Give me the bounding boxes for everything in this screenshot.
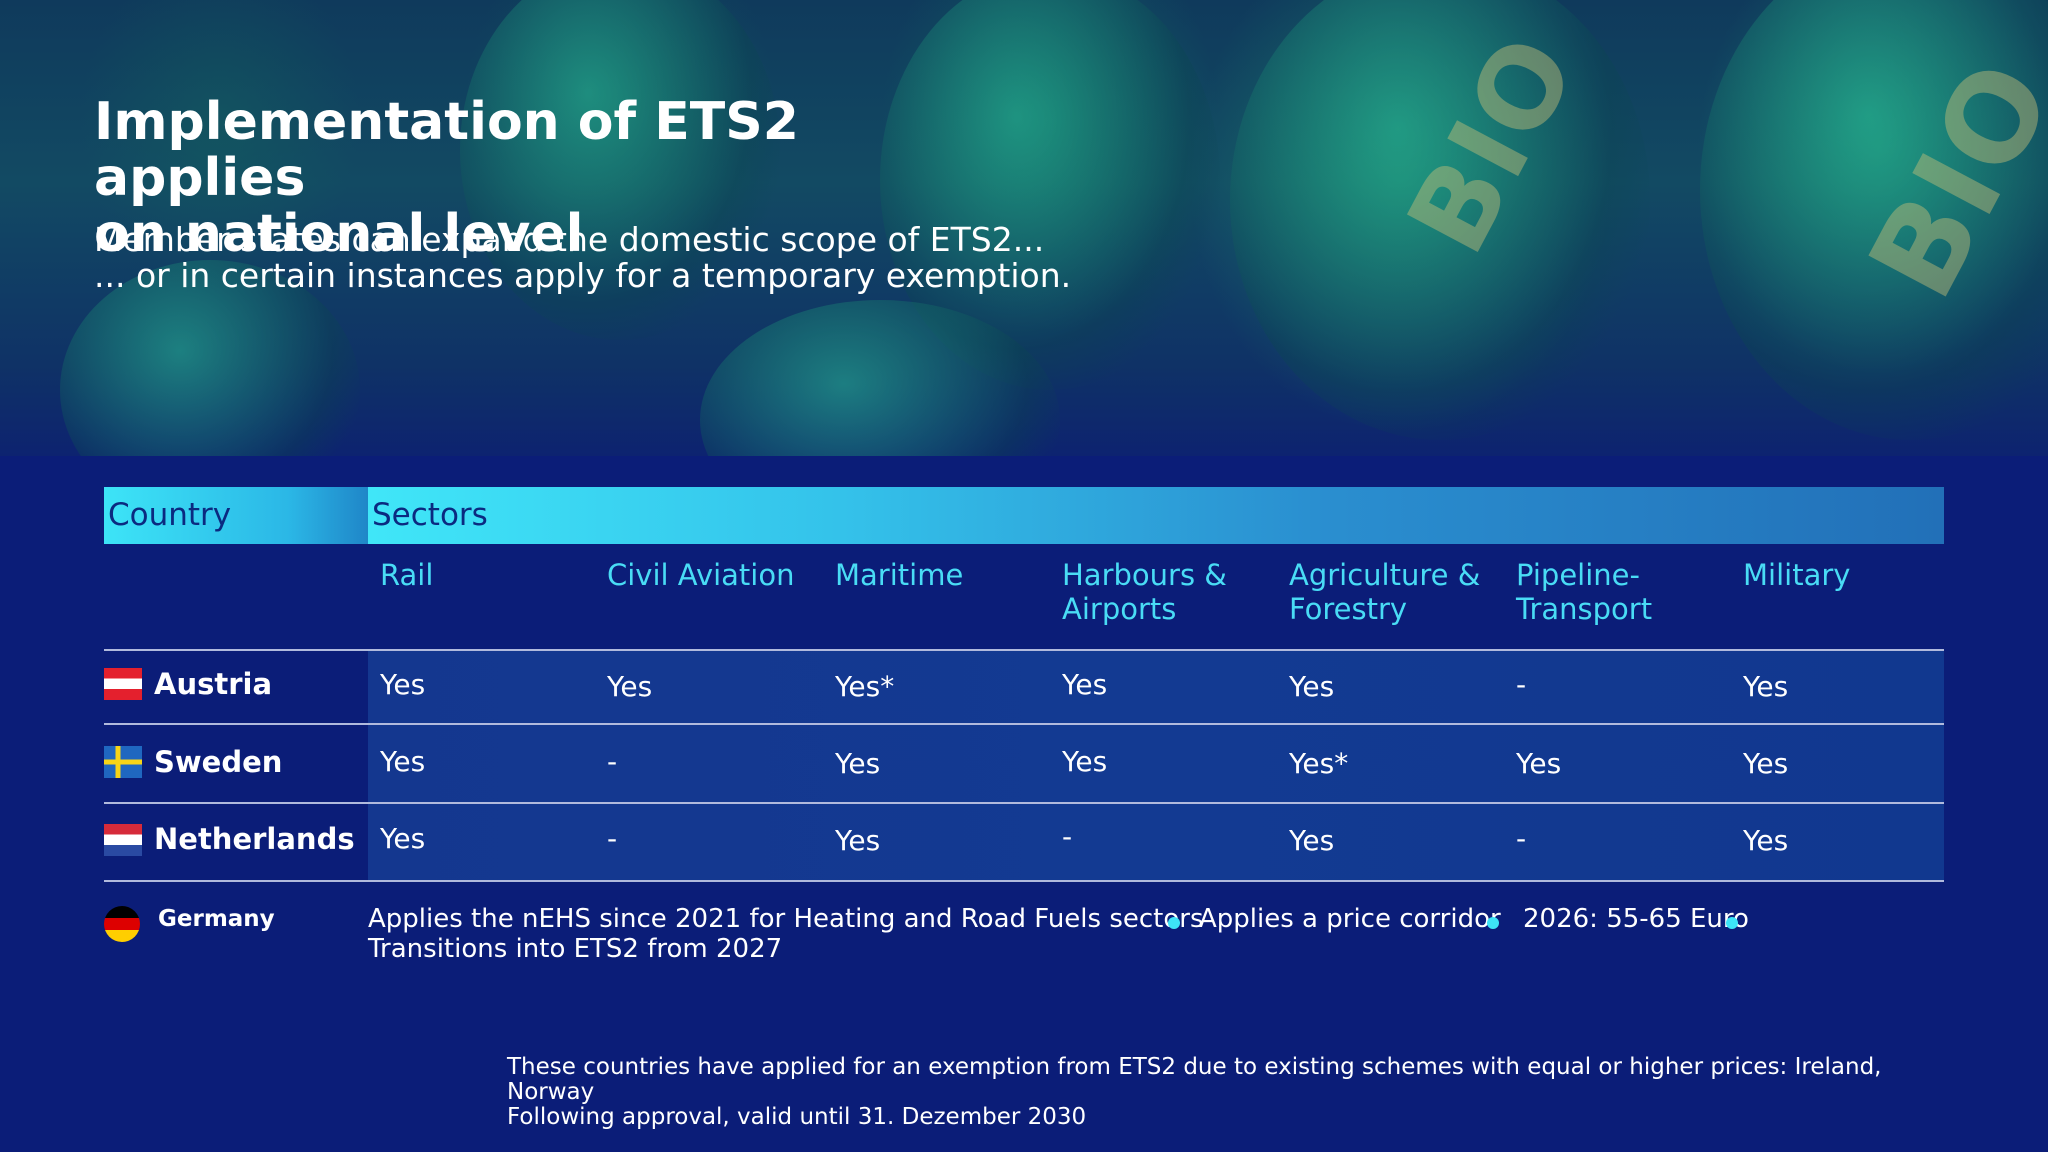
table-cell: Yes: [1743, 824, 1789, 857]
country-germany: Germany: [158, 906, 275, 932]
table-cell: Yes: [380, 668, 426, 701]
table-cell: Yes: [1743, 670, 1789, 703]
table-cell: Yes*: [835, 670, 895, 703]
page-subtitle: Member states can expand the domestic sc…: [94, 220, 1072, 295]
exemption-footnote: These countries have applied for an exem…: [507, 1054, 1882, 1130]
table-cell: Yes: [1289, 824, 1335, 857]
table-divider: [104, 802, 1944, 804]
bullet-dot-icon: [1726, 917, 1738, 929]
table-cell: Yes: [1062, 668, 1108, 701]
table-cell: Yes: [607, 670, 653, 703]
table-divider: [104, 723, 1944, 725]
table-cell: -: [1516, 822, 1527, 855]
sector-header-pipeline-transport: Pipeline-Transport: [1516, 558, 1653, 626]
table-row-fill: [368, 651, 1944, 723]
table-cell: Yes: [835, 747, 881, 780]
table-row-fill: [368, 725, 1944, 802]
table-divider: [104, 880, 1944, 882]
sector-header-military: Military: [1743, 558, 1851, 592]
fuel-drum-graphic: [1230, 0, 1650, 440]
table-cell: -: [1062, 820, 1073, 853]
table-cell: Yes: [380, 822, 426, 855]
table-cell: Yes: [1289, 670, 1335, 703]
bullet-dot-icon: [1487, 917, 1499, 929]
table-cell: Yes: [1516, 747, 1562, 780]
table-cell: -: [607, 822, 618, 855]
table-row-fill: [368, 804, 1944, 880]
country-austria: Austria: [154, 667, 273, 701]
table-cell: Yes*: [1289, 747, 1349, 780]
table-cell: Yes: [835, 824, 881, 857]
country-netherlands: Netherlands: [154, 822, 355, 856]
germany-price-corridor-note: Applies a price corridor: [1199, 904, 1501, 934]
bullet-dot-icon: [1168, 917, 1180, 929]
table-divider: [104, 649, 1944, 651]
country-sweden: Sweden: [154, 745, 283, 779]
table-cell: Yes: [1743, 747, 1789, 780]
table-cell: -: [607, 745, 618, 778]
sweden-flag-icon: [104, 746, 142, 778]
sectors-column-header: Sectors: [368, 487, 1944, 544]
country-column-header: Country: [104, 487, 368, 544]
sector-header-civil-aviation: Civil Aviation: [607, 558, 795, 592]
sector-header-rail: Rail: [380, 558, 434, 592]
sector-header-maritime: Maritime: [835, 558, 964, 592]
page-title: Implementation of ETS2 applies on nation…: [94, 92, 799, 264]
table-cell: Yes: [380, 745, 426, 778]
table-cell: Yes: [1062, 745, 1108, 778]
sector-header-agriculture-forestry: Agriculture & Forestry: [1289, 558, 1481, 626]
hero-banner: BIO BIO Implementation of ETS2 applies o…: [0, 0, 2048, 456]
fuel-drum-graphic: [60, 260, 360, 456]
germany-flag-icon: [104, 906, 140, 942]
germany-nehs-note: Applies the nEHS since 2021 for Heating …: [368, 904, 1204, 934]
austria-flag-icon: [104, 668, 142, 700]
germany-transition-note: Transitions into ETS2 from 2027: [368, 934, 783, 964]
germany-price-range-note: 2026: 55-65 Euro: [1523, 904, 1749, 934]
sector-header-harbours-airports: Harbours & Airports: [1062, 558, 1227, 626]
table-cell: -: [1516, 668, 1527, 701]
netherlands-flag-icon: [104, 824, 142, 856]
fuel-drum-graphic: [460, 0, 780, 340]
